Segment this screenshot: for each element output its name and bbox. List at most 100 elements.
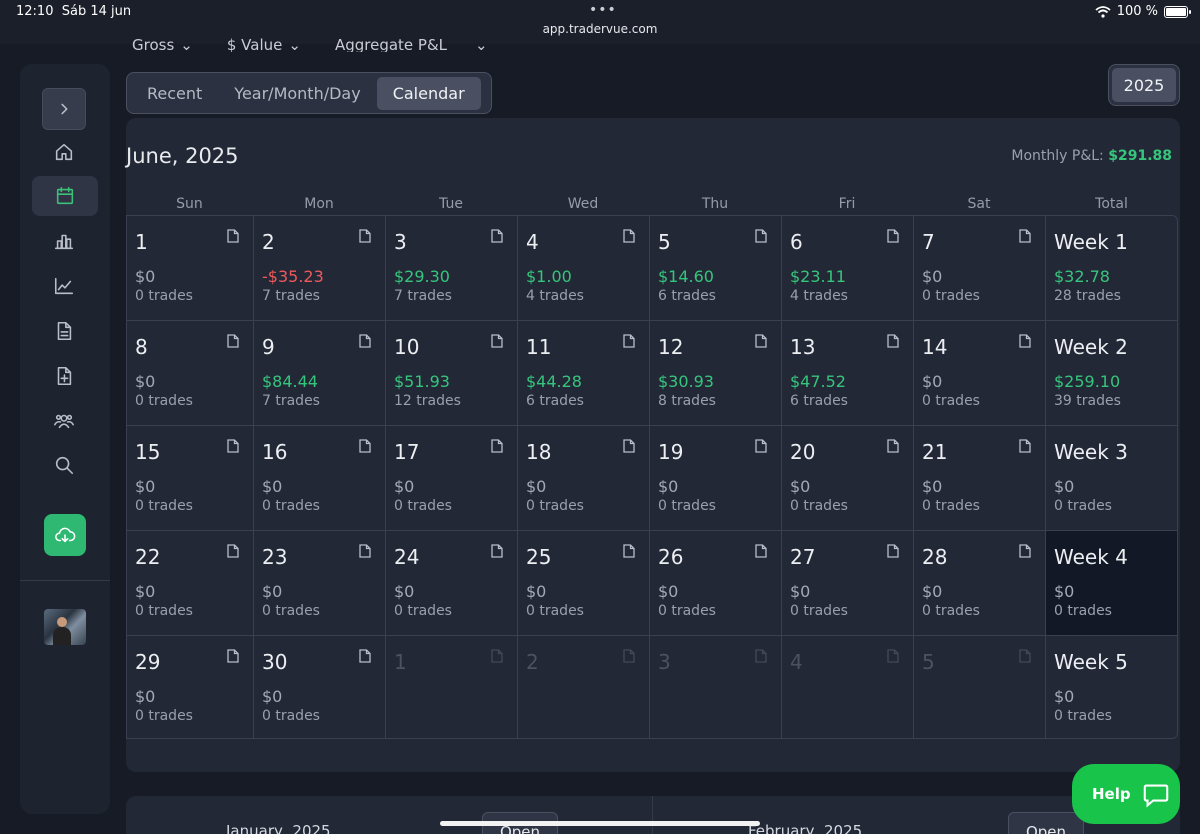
- journal-note-icon[interactable]: [227, 438, 239, 453]
- tab-year-month-day[interactable]: Year/Month/Day: [234, 83, 361, 103]
- journal-note-icon[interactable]: [491, 438, 503, 453]
- calendar-day-cell[interactable]: 13 $47.52 6 trades: [782, 321, 914, 426]
- calendar-day-cell[interactable]: 16 $0 0 trades: [254, 426, 386, 531]
- calendar-day-cell[interactable]: 8 $0 0 trades: [127, 321, 254, 426]
- sidebar-toggle-button[interactable]: [42, 88, 86, 130]
- journal-note-icon[interactable]: [227, 228, 239, 243]
- journal-note-icon[interactable]: [1019, 228, 1031, 243]
- journal-note-icon[interactable]: [1019, 333, 1031, 348]
- sidebar-item-new-trade[interactable]: [42, 354, 86, 398]
- avatar[interactable]: [44, 609, 86, 645]
- divider: [652, 796, 653, 834]
- sidebar-item-calendar[interactable]: [32, 176, 98, 216]
- week-total-cell[interactable]: Week 1 $32.78 28 trades: [1046, 216, 1177, 321]
- calendar-day-cell[interactable]: 23 $0 0 trades: [254, 531, 386, 636]
- calendar-day-cell[interactable]: 18 $0 0 trades: [518, 426, 650, 531]
- week-total-cell[interactable]: Week 2 $259.10 39 trades: [1046, 321, 1177, 426]
- day-number: 5: [922, 650, 935, 674]
- calendar-day-cell[interactable]: 19 $0 0 trades: [650, 426, 782, 531]
- journal-note-icon[interactable]: [359, 333, 371, 348]
- calendar-day-cell[interactable]: 12 $30.93 8 trades: [650, 321, 782, 426]
- journal-note-icon[interactable]: [227, 543, 239, 558]
- sidebar-item-search[interactable]: [42, 443, 86, 487]
- journal-note-icon[interactable]: [359, 648, 371, 663]
- filter-aggregate[interactable]: Aggregate P&L ⌄: [334, 36, 488, 52]
- calendar-day-cell[interactable]: 25 $0 0 trades: [518, 531, 650, 636]
- journal-note-icon[interactable]: [359, 438, 371, 453]
- calendar-day-cell[interactable]: 9 $84.44 7 trades: [254, 321, 386, 426]
- journal-note-icon[interactable]: [227, 333, 239, 348]
- calendar-day-cell[interactable]: 21 $0 0 trades: [914, 426, 1046, 531]
- week-total-cell[interactable]: Week 3 $0 0 trades: [1046, 426, 1177, 531]
- journal-note-icon[interactable]: [491, 228, 503, 243]
- day-trade-count: 0 trades: [922, 288, 980, 304]
- calendar-day-cell[interactable]: 5 $14.60 6 trades: [650, 216, 782, 321]
- calendar-day-cell[interactable]: 7 $0 0 trades: [914, 216, 1046, 321]
- journal-note-icon[interactable]: [887, 333, 899, 348]
- sidebar-item-home[interactable]: [42, 130, 86, 174]
- calendar-day-cell[interactable]: 26 $0 0 trades: [650, 531, 782, 636]
- calendar-day-cell[interactable]: 2 -$35.23 7 trades: [254, 216, 386, 321]
- day-pnl: $0: [135, 477, 156, 496]
- tab-recent[interactable]: Recent: [147, 83, 203, 103]
- url-bar[interactable]: app.tradervue.com: [542, 22, 658, 36]
- journal-note-icon[interactable]: [887, 543, 899, 558]
- journal-note-icon[interactable]: [491, 543, 503, 558]
- journal-note-icon[interactable]: [887, 438, 899, 453]
- journal-note-icon[interactable]: [491, 333, 503, 348]
- journal-note-icon[interactable]: [227, 648, 239, 663]
- journal-note-icon[interactable]: [755, 333, 767, 348]
- day-trade-count: 0 trades: [526, 498, 584, 514]
- calendar-day-cell[interactable]: 11 $44.28 6 trades: [518, 321, 650, 426]
- help-button[interactable]: Help: [1072, 764, 1180, 824]
- filter-value[interactable]: $ Value ⌄: [226, 36, 301, 52]
- journal-note-icon[interactable]: [623, 543, 635, 558]
- journal-note-icon[interactable]: [755, 543, 767, 558]
- sidebar-item-journal[interactable]: [42, 309, 86, 353]
- calendar-day-cell[interactable]: 27 $0 0 trades: [782, 531, 914, 636]
- week-total-cell[interactable]: Week 5 $0 0 trades: [1046, 636, 1177, 738]
- journal-note-icon[interactable]: [359, 228, 371, 243]
- tab-calendar[interactable]: Calendar: [376, 76, 481, 110]
- calendar-day-cell[interactable]: 29 $0 0 trades: [127, 636, 254, 738]
- week-total-cell[interactable]: Week 4 $0 0 trades: [1046, 531, 1177, 636]
- day-trade-count: 12 trades: [394, 393, 461, 409]
- more-dots-icon[interactable]: •••: [589, 2, 617, 18]
- calendar-day-cell[interactable]: 22 $0 0 trades: [127, 531, 254, 636]
- journal-note-icon: [491, 648, 503, 663]
- day-number: 2: [526, 650, 539, 674]
- week-trade-count: 0 trades: [1054, 708, 1112, 724]
- calendar-day-cell[interactable]: 15 $0 0 trades: [127, 426, 254, 531]
- journal-note-icon[interactable]: [359, 543, 371, 558]
- calendar-day-cell[interactable]: 24 $0 0 trades: [386, 531, 518, 636]
- calendar-day-cell[interactable]: 10 $51.93 12 trades: [386, 321, 518, 426]
- calendar-day-cell[interactable]: 30 $0 0 trades: [254, 636, 386, 738]
- home-indicator[interactable]: [440, 821, 760, 826]
- day-trade-count: 0 trades: [658, 603, 716, 619]
- calendar-day-cell[interactable]: 1 $0 0 trades: [127, 216, 254, 321]
- sidebar-item-reports[interactable]: [42, 219, 86, 263]
- calendar-day-cell[interactable]: 6 $23.11 4 trades: [782, 216, 914, 321]
- import-button[interactable]: [44, 514, 86, 556]
- journal-note-icon[interactable]: [1019, 438, 1031, 453]
- journal-note-icon[interactable]: [887, 228, 899, 243]
- calendar-day-cell[interactable]: 17 $0 0 trades: [386, 426, 518, 531]
- journal-note-icon[interactable]: [755, 438, 767, 453]
- journal-note-icon[interactable]: [623, 438, 635, 453]
- sidebar-item-community[interactable]: [42, 399, 86, 443]
- week-pnl: $0: [1054, 582, 1075, 601]
- calendar-day-cell[interactable]: 20 $0 0 trades: [782, 426, 914, 531]
- calendar-day-cell[interactable]: 3 $29.30 7 trades: [386, 216, 518, 321]
- calendar-day-cell[interactable]: 28 $0 0 trades: [914, 531, 1046, 636]
- day-pnl: $0: [526, 477, 547, 496]
- calendar-day-cell[interactable]: 4 $1.00 4 trades: [518, 216, 650, 321]
- journal-note-icon[interactable]: [623, 333, 635, 348]
- calendar-day-cell[interactable]: 14 $0 0 trades: [914, 321, 1046, 426]
- journal-note-icon[interactable]: [1019, 543, 1031, 558]
- journal-note-icon[interactable]: [755, 228, 767, 243]
- sidebar-item-analytics[interactable]: [42, 264, 86, 308]
- year-button[interactable]: 2025: [1112, 68, 1176, 102]
- filter-gross[interactable]: Gross ⌄: [132, 36, 193, 52]
- journal-note-icon[interactable]: [623, 228, 635, 243]
- open-month-button[interactable]: Open: [1008, 812, 1084, 834]
